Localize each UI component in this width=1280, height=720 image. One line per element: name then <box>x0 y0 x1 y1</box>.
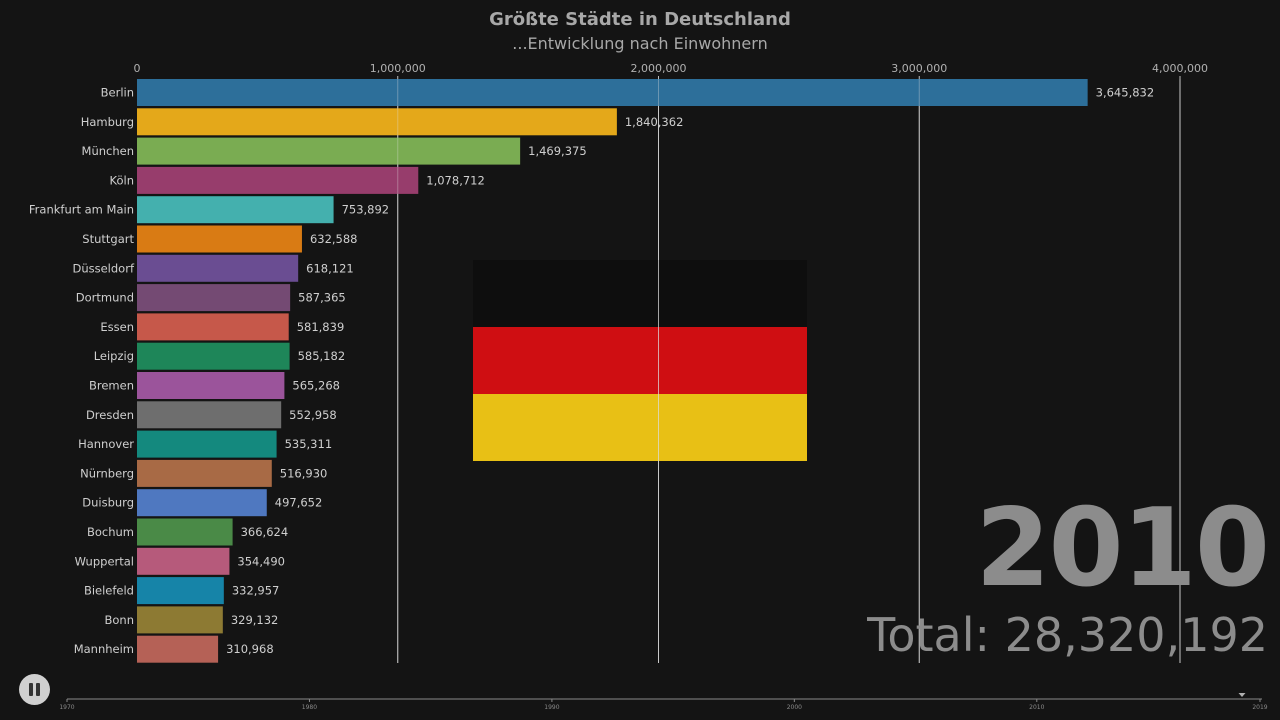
flag-stripe <box>473 260 807 327</box>
bar-category-label: Stuttgart <box>82 232 134 246</box>
flag-stripe <box>473 327 807 394</box>
bar-duisburg <box>137 489 267 517</box>
bar-category-label: Dresden <box>86 408 134 422</box>
bar-bonn <box>137 606 223 634</box>
pause-icon <box>29 683 33 696</box>
x-tick-label: 0 <box>134 62 141 75</box>
bar-category-label: Wuppertal <box>75 554 134 568</box>
timeline-tick-label: 2010 <box>1029 704 1044 711</box>
timeline-tick-label: 2019 <box>1252 704 1267 711</box>
timeline-tick-label: 1990 <box>544 704 559 711</box>
flag-stripe <box>473 394 807 461</box>
chart-subtitle: ...Entwicklung nach Einwohnern <box>512 34 768 53</box>
bar-value-label: 310,968 <box>226 642 274 656</box>
bar-essen <box>137 313 289 341</box>
bar-value-label: 581,839 <box>297 320 345 334</box>
bar-value-label: 535,311 <box>285 437 333 451</box>
bar-value-label: 587,365 <box>298 291 346 305</box>
bar-category-label: Bonn <box>104 613 134 627</box>
bar-dresden <box>137 401 282 429</box>
bar-frankfurt-am-main <box>137 196 334 224</box>
bar-category-label: Bochum <box>87 525 134 539</box>
timeline-tick-label: 1980 <box>302 704 317 711</box>
bar-value-label: 565,268 <box>292 379 340 393</box>
bar-category-label: München <box>82 144 134 158</box>
bar-value-label: 3,645,832 <box>1096 86 1155 100</box>
bar-value-label: 618,121 <box>306 261 354 275</box>
bar-category-label: Leipzig <box>94 349 134 363</box>
chart-title: Größte Städte in Deutschland <box>489 9 791 30</box>
timeline-tick-label: 1970 <box>59 704 74 711</box>
triangle-down-icon[interactable] <box>1238 693 1246 697</box>
pause-icon <box>36 683 40 696</box>
bar-köln <box>137 166 419 194</box>
bar-value-label: 497,652 <box>275 496 323 510</box>
timeline-slider[interactable]: 1970 1980 1990 2000 2010 2019 <box>59 693 1268 711</box>
bar-category-label: Bremen <box>89 379 134 393</box>
bar-category-label: Frankfurt am Main <box>29 203 134 217</box>
bar-category-label: Düsseldorf <box>72 261 134 275</box>
pause-button[interactable] <box>19 674 50 705</box>
bar-category-label: Hamburg <box>81 115 134 129</box>
bar-value-label: 354,490 <box>237 554 285 568</box>
bar-hannover <box>137 430 277 458</box>
bar-value-label: 552,958 <box>289 408 337 422</box>
bar-berlin <box>137 79 1088 106</box>
bar-stuttgart <box>137 225 302 253</box>
bar-category-label: Dortmund <box>76 291 134 305</box>
bar-wuppertal <box>137 547 230 575</box>
bar-value-label: 753,892 <box>342 203 390 217</box>
x-tick-label: 1,000,000 <box>370 62 426 75</box>
bar-leipzig <box>137 342 290 370</box>
bar-düsseldorf <box>137 254 299 282</box>
bar-value-label: 332,957 <box>232 584 280 598</box>
x-tick-label: 3,000,000 <box>891 62 947 75</box>
bar-value-label: 1,840,362 <box>625 115 684 129</box>
bar-münchen <box>137 137 521 165</box>
bar-value-label: 632,588 <box>310 232 358 246</box>
bar-dortmund <box>137 284 291 312</box>
bar-category-label: Bielefeld <box>84 584 134 598</box>
bar-value-label: 329,132 <box>231 613 279 627</box>
bar-value-label: 1,469,375 <box>528 144 587 158</box>
x-axis-ticks: 0 1,000,000 2,000,000 3,000,000 4,000,000 <box>134 62 1208 75</box>
bar-mannheim <box>137 635 219 663</box>
bar-category-label: Hannover <box>78 437 134 451</box>
germany-flag <box>473 260 807 461</box>
bar-category-label: Berlin <box>101 86 134 100</box>
bar-category-label: Köln <box>110 173 135 187</box>
bar-value-label: 516,930 <box>280 466 328 480</box>
bar-value-label: 366,624 <box>241 525 289 539</box>
year-display: 2010 <box>975 486 1270 611</box>
bar-category-label: Mannheim <box>74 642 134 656</box>
bar-value-label: 585,182 <box>298 349 346 363</box>
bars: Berlin 3,645,832 Hamburg 1,840,362 München 1,… <box>29 79 1181 663</box>
timeline-tick-label: 2000 <box>787 704 802 711</box>
total-display: Total: 28,320,192 <box>867 608 1268 662</box>
bar-hamburg <box>137 108 617 136</box>
x-tick-label: 4,000,000 <box>1152 62 1208 75</box>
bar-value-label: 1,078,712 <box>426 173 485 187</box>
bar-category-label: Nürnberg <box>80 466 134 480</box>
bar-bielefeld <box>137 577 224 605</box>
bar-bochum <box>137 518 233 546</box>
bar-bremen <box>137 372 285 399</box>
bar-category-label: Essen <box>100 320 134 334</box>
x-tick-label: 2,000,000 <box>631 62 687 75</box>
bar-category-label: Duisburg <box>82 496 134 510</box>
bar-nürnberg <box>137 459 272 487</box>
